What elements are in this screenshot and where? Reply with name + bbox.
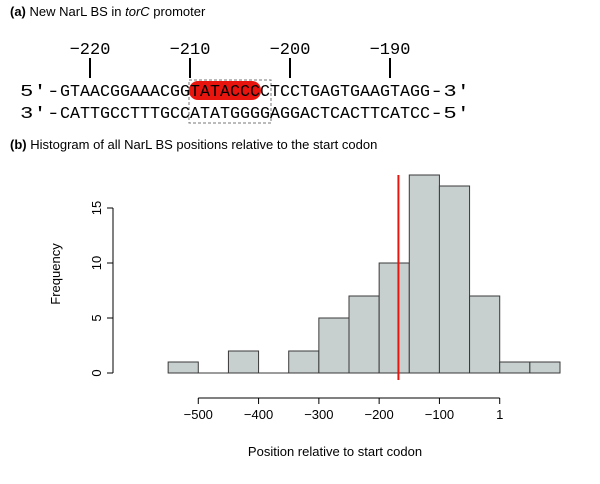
x-tick-label: −200 — [364, 407, 393, 422]
ruler-tick-label: −200 — [270, 41, 311, 60]
histogram-chart: 0 5 10 15 Frequency −500 −400 −300 −200 −100 1 Posi… — [48, 174, 561, 459]
ruler-tick-label: −190 — [370, 41, 411, 60]
panel-b-title-text: Histogram of all NarL BS positions relat… — [30, 137, 378, 152]
x-tick-label: 1 — [496, 407, 503, 422]
top-strand-suffix: -3' — [430, 82, 470, 101]
panel-b-letter: (b) — [10, 137, 27, 152]
panel-a-title-gene: torC — [125, 4, 150, 19]
panel-a-title-pre: New NarL BS in — [29, 4, 126, 19]
histogram-bar — [438, 185, 471, 374]
histogram-bar — [469, 295, 501, 374]
histogram-bar — [408, 174, 440, 374]
x-tick-label: −500 — [184, 407, 213, 422]
histogram-bar — [348, 295, 380, 374]
y-tick-label: 10 — [89, 256, 104, 270]
y-axis-label: Frequency — [48, 243, 63, 305]
x-tick-label: −100 — [425, 407, 454, 422]
bottom-strand-suffix: -5' — [430, 104, 470, 123]
histogram-bar — [227, 350, 260, 374]
x-tick-label: −400 — [244, 407, 273, 422]
ruler-tick-label: −210 — [170, 41, 211, 60]
histogram-bar — [288, 350, 320, 374]
histogram-bar — [499, 361, 531, 374]
panel-a-title: (a) New NarL BS in torC promoter — [10, 4, 205, 19]
panel-a-letter: (a) — [10, 4, 26, 19]
histogram-bar — [167, 361, 199, 374]
histogram-bar — [529, 361, 561, 374]
sequence-diagram: −220 −210 −200 −190 5'- GTAACGGAAACGGTATACCCC… — [20, 41, 470, 124]
binding-site-box — [188, 79, 272, 124]
x-tick-label: −300 — [304, 407, 333, 422]
bottom-strand-sequence: CATTGCCTTTGCCATATGGGGAGGACTCACTTCATCC — [60, 104, 430, 123]
ruler-tick-label: −220 — [70, 41, 111, 60]
histogram-bar — [318, 317, 350, 374]
histogram-bar — [378, 262, 410, 374]
bottom-strand-prefix: 3'- — [20, 104, 60, 123]
y-tick-label: 15 — [89, 201, 104, 215]
top-strand-sequence: GTAACGGAAACGGTATACCCCTCCTGAGTGAAGTAGG — [60, 82, 430, 101]
x-axis-label: Position relative to start codon — [248, 444, 422, 459]
panel-a-title-post: promoter — [149, 4, 206, 19]
y-tick-label: 0 — [89, 369, 104, 376]
top-strand-prefix: 5'- — [20, 82, 60, 101]
panel-b-title: (b) Histogram of all NarL BS positions r… — [10, 137, 377, 152]
binding-site-highlight — [189, 81, 261, 100]
y-tick-label: 5 — [89, 314, 104, 321]
